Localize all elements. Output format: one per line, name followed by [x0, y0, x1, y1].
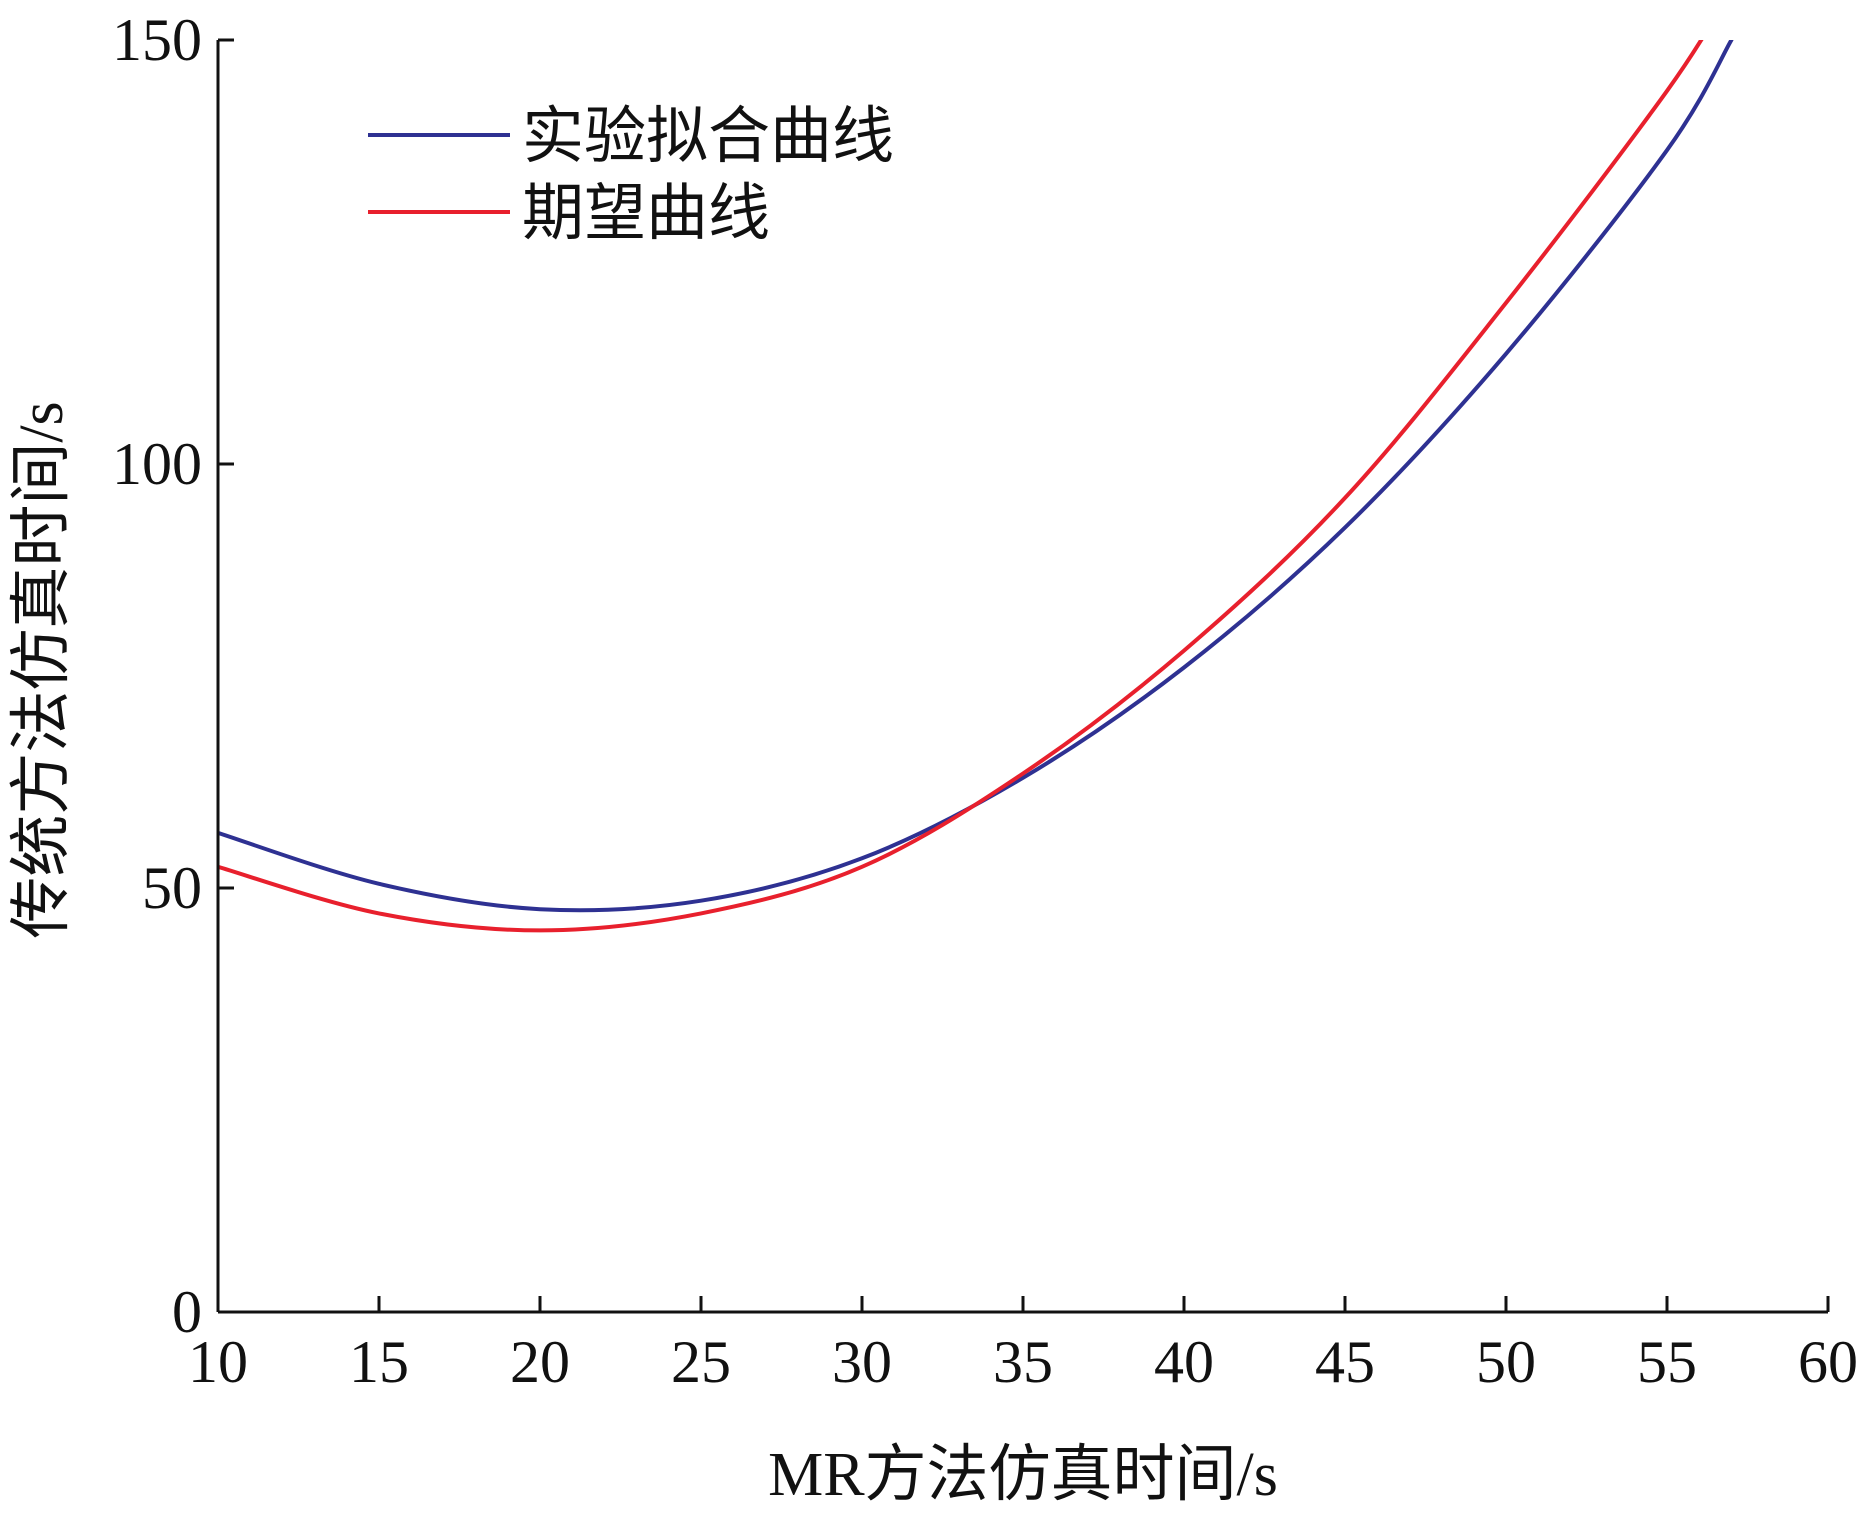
- legend: 实验拟合曲线 期望曲线: [368, 103, 894, 248]
- x-tick-label: 40: [1154, 1329, 1214, 1395]
- x-tick-label: 50: [1476, 1329, 1536, 1395]
- y-tick-label: 100: [112, 431, 202, 497]
- x-tick-label: 30: [832, 1329, 892, 1395]
- x-tick-label: 60: [1798, 1329, 1858, 1395]
- legend-label-expected: 期望曲线: [522, 180, 770, 248]
- x-tick-label: 55: [1637, 1329, 1697, 1395]
- y-ticks: 0 50 100 150: [112, 7, 234, 1345]
- x-tick-label: 25: [671, 1329, 731, 1395]
- y-axis-label: 传统方法仿真时间/s: [8, 401, 76, 938]
- x-ticks: 10 15 20 25 30 35 40 45 50 55 60: [188, 1296, 1858, 1395]
- x-tick-label: 10: [188, 1329, 248, 1395]
- x-tick-label: 45: [1315, 1329, 1375, 1395]
- x-tick-label: 20: [510, 1329, 570, 1395]
- legend-label-fit: 实验拟合曲线: [522, 103, 894, 171]
- x-tick-label: 35: [993, 1329, 1053, 1395]
- x-axis-label: MR方法仿真时间/s: [768, 1441, 1278, 1509]
- series-layer: [218, 40, 1734, 933]
- series-line-fit: [218, 40, 1734, 913]
- y-tick-label: 50: [142, 855, 202, 921]
- x-tick-label: 15: [349, 1329, 409, 1395]
- y-tick-label: 150: [112, 7, 202, 73]
- y-tick-label: 0: [172, 1279, 202, 1345]
- plot-area: 10 15 20 25 30 35 40 45 50 55 60 0 50 100 150: [112, 7, 1858, 1395]
- series-line-expected: [218, 40, 1704, 933]
